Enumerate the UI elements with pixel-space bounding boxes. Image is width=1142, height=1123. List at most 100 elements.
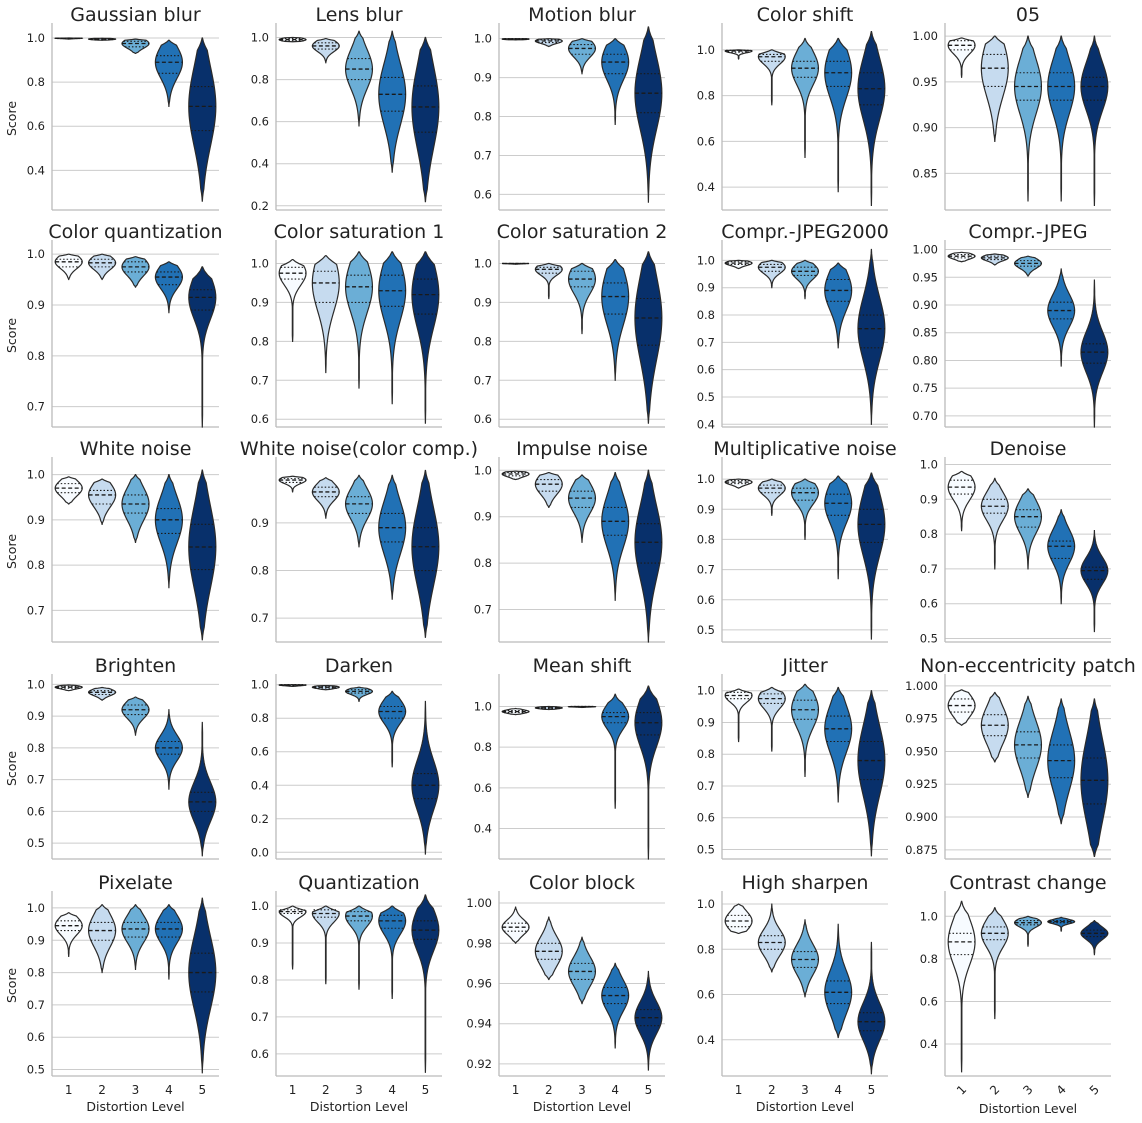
violin-body	[378, 30, 407, 173]
y-tick-label: 0.95	[912, 75, 938, 89]
y-axis-label: Score	[4, 101, 19, 136]
y-tick-label: 0.6	[27, 804, 45, 818]
y-tick-label: 0.6	[251, 412, 269, 426]
subplot: 0.6 0.7 0.8 0.9 1.0 Color saturation 2	[474, 221, 667, 428]
x-tick-label: 1	[289, 1083, 297, 1097]
subplot-title: Motion blur	[528, 4, 636, 26]
y-tick-label: 0.6	[27, 1030, 45, 1044]
violin-body	[188, 897, 217, 1074]
subplot-title: 05	[1016, 4, 1040, 26]
y-tick-label: 0.4	[697, 180, 715, 194]
violin-body	[947, 900, 976, 1073]
violin-body	[1080, 698, 1109, 857]
y-tick-label: 0.8	[251, 711, 269, 725]
y-tick-label: 0.8	[251, 73, 269, 87]
violin-body	[601, 472, 630, 601]
violin-body	[724, 688, 753, 743]
subplot-title: High sharpen	[742, 872, 869, 894]
violin-body	[724, 903, 753, 935]
subplot: 0.5 0.6 0.7 0.8 0.9 1.0 Denoise	[920, 438, 1111, 646]
y-tick-label: 0.0	[251, 845, 269, 859]
violin-body	[790, 478, 820, 541]
violin-body	[188, 721, 217, 857]
violin-body	[1013, 35, 1043, 202]
y-tick-label: 0.950	[905, 744, 938, 758]
violin-body	[188, 37, 217, 202]
violin-body	[790, 259, 820, 300]
subplot-title: White noise	[80, 438, 192, 460]
x-tick-label: 1	[512, 1083, 520, 1097]
subplot-title: Color block	[529, 872, 635, 894]
violin-body	[567, 262, 597, 335]
y-tick-label: 0.4	[697, 1033, 715, 1047]
subplot: 0.92 0.94 0.96 0.98 1.00 Color block 1 2 3 4 5 Dist…	[466, 872, 665, 1114]
x-tick-label: 3	[801, 1083, 809, 1097]
subplot-title: Gaussian blur	[70, 4, 201, 26]
subplot-title: Compr.-JPEG2000	[721, 221, 889, 243]
y-tick-label: 0.7	[697, 335, 715, 349]
violin-body	[154, 261, 184, 314]
subplot: 0.7 0.8 0.9 White noise(color comp.)	[240, 438, 478, 643]
y-tick-label: 0.8	[920, 527, 938, 541]
violin-body	[154, 709, 184, 790]
subplot: 0.4 0.6 0.8 1.0 Mean shift	[474, 655, 665, 860]
y-tick-label: 0.7	[474, 373, 492, 387]
y-tick-label: 0.6	[697, 134, 715, 148]
y-tick-label: 0.5	[920, 632, 938, 646]
subplot-title: Brighten	[95, 655, 176, 677]
subplot-title: Color saturation 1	[274, 221, 445, 243]
violin-body	[790, 919, 820, 998]
subplot-title: Impulse noise	[516, 438, 648, 460]
y-tick-label: 1.0	[251, 31, 269, 45]
x-tick-label: 1	[65, 1083, 73, 1097]
violin-body	[411, 894, 440, 1073]
y-tick-label: 0.6	[27, 119, 45, 133]
violin-body	[601, 693, 630, 809]
subplot: 0.5 0.6 0.7 0.8 0.9 1.0 Multiplicative noise	[697, 438, 897, 643]
y-tick-label: 0.98	[466, 936, 492, 950]
x-tick-label: 2	[987, 1082, 1002, 1097]
y-axis-label: Score	[4, 751, 19, 786]
violin-body	[757, 478, 786, 516]
y-tick-label: 0.6	[474, 187, 492, 201]
y-tick-label: 0.9	[251, 516, 269, 530]
y-tick-label: 0.2	[251, 812, 269, 826]
y-tick-label: 0.6	[474, 412, 492, 426]
violin-body	[601, 962, 630, 1049]
y-tick-label: 0.85	[912, 166, 938, 180]
y-tick-label: 1.0	[697, 472, 715, 486]
x-tick-label: 3	[578, 1083, 586, 1097]
y-tick-label: 0.5	[697, 390, 715, 404]
subplot-title: Jitter	[781, 655, 827, 677]
subplot-title: Lens blur	[315, 4, 402, 26]
violin-body	[947, 251, 976, 263]
violin-body	[411, 251, 440, 424]
x-axis-label: Distortion Level	[979, 1101, 1077, 1116]
x-tick-label: 3	[1020, 1082, 1035, 1097]
y-tick-label: 0.8	[27, 349, 45, 363]
subplot-title: Mean shift	[533, 655, 632, 677]
subplot-title: Contrast change	[949, 872, 1106, 894]
y-tick-label: 0.90	[912, 121, 938, 135]
y-tick-label: 0.8	[697, 308, 715, 322]
x-tick-label: 5	[645, 1083, 653, 1097]
subplot-title: Darken	[325, 655, 393, 677]
violin-body	[311, 905, 340, 985]
y-tick-label: 0.9	[920, 492, 938, 506]
subplot: 0.5 0.6 0.7 0.8 0.9 1.0 Pixelate 1 2 3 4 5 Distortio…	[4, 872, 219, 1114]
violin-body	[121, 696, 150, 736]
x-axis-label: Distortion Level	[86, 1099, 184, 1114]
subplot-title: Color shift	[757, 4, 854, 26]
y-tick-label: 0.8	[474, 110, 492, 124]
violin-body	[1080, 35, 1109, 207]
violin-body	[311, 477, 340, 519]
y-tick-label: 1.0	[920, 909, 938, 923]
violin-body	[1080, 530, 1109, 633]
y-tick-label: 0.8	[697, 532, 715, 546]
violin-body	[634, 469, 663, 643]
x-tick-label: 4	[388, 1083, 396, 1097]
y-tick-label: 0.80	[912, 353, 938, 367]
y-tick-label: 1.0	[697, 897, 715, 911]
violin-body	[54, 912, 83, 958]
